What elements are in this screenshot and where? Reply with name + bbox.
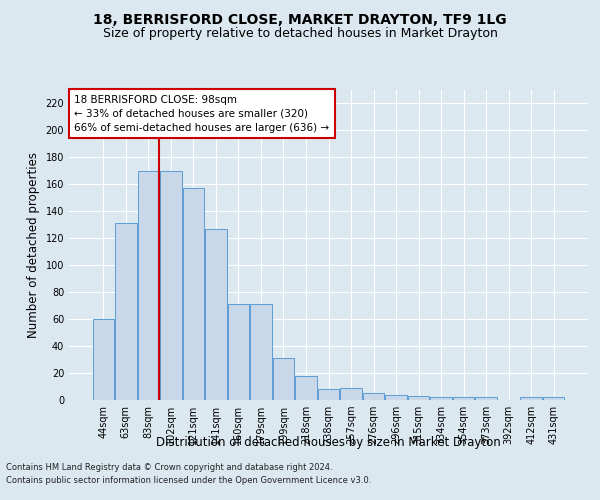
Bar [250, 304, 272, 400]
Bar [385, 394, 407, 400]
Bar [92, 319, 114, 400]
Bar [273, 358, 294, 400]
Y-axis label: Number of detached properties: Number of detached properties [27, 152, 40, 338]
Text: Size of property relative to detached houses in Market Drayton: Size of property relative to detached ho… [103, 28, 497, 40]
Bar [318, 389, 339, 400]
Text: 18, BERRISFORD CLOSE, MARKET DRAYTON, TF9 1LG: 18, BERRISFORD CLOSE, MARKET DRAYTON, TF… [93, 12, 507, 26]
Text: Distribution of detached houses by size in Market Drayton: Distribution of detached houses by size … [157, 436, 501, 449]
Bar [520, 398, 542, 400]
Bar [340, 388, 362, 400]
Bar [182, 188, 204, 400]
Bar [543, 398, 565, 400]
Bar [160, 171, 182, 400]
Bar [295, 376, 317, 400]
Bar [228, 304, 249, 400]
Bar [430, 398, 452, 400]
Bar [408, 396, 429, 400]
Bar [363, 394, 384, 400]
Bar [205, 229, 227, 400]
Bar [475, 398, 497, 400]
Text: 18 BERRISFORD CLOSE: 98sqm
← 33% of detached houses are smaller (320)
66% of sem: 18 BERRISFORD CLOSE: 98sqm ← 33% of deta… [74, 94, 329, 132]
Text: Contains HM Land Registry data © Crown copyright and database right 2024.: Contains HM Land Registry data © Crown c… [6, 464, 332, 472]
Text: Contains public sector information licensed under the Open Government Licence v3: Contains public sector information licen… [6, 476, 371, 485]
Bar [137, 171, 159, 400]
Bar [115, 224, 137, 400]
Bar [453, 398, 475, 400]
